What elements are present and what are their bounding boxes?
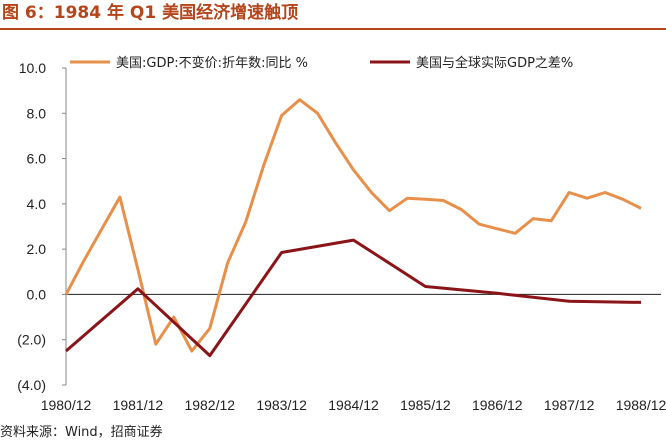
y-tick-label: 8.0 [27, 105, 47, 121]
x-tick-label: 1981/12 [113, 397, 164, 413]
gdp-gap-line [65, 238, 642, 358]
x-tick-label: 1982/12 [184, 397, 235, 413]
y-tick-label: (4.0) [17, 377, 46, 393]
series-lines [64, 98, 642, 358]
source-note: 资料来源：Wind，招商证券 [0, 425, 163, 440]
legend-label-gdp-yoy: 美国:GDP:不变价:折年数:同比 % [116, 55, 308, 71]
chart-axes [62, 67, 661, 386]
x-tick-label: 1988/12 [616, 397, 666, 413]
y-tick-label: 10.0 [19, 60, 46, 76]
legend-label-gdp-gap: 美国与全球实际GDP之差% [416, 55, 573, 71]
chart-legend: 美国:GDP:不变价:折年数:同比 % 美国与全球实际GDP之差% [70, 55, 573, 71]
y-tick-label: 2.0 [27, 241, 47, 257]
y-tick-labels: 10.0 8.0 6.0 4.0 2.0 0.0 (2.0) (4.0) [17, 60, 46, 393]
title-divider [0, 28, 666, 30]
chart-title: 图 6：1984 年 Q1 美国经济增速触顶 [2, 3, 299, 23]
x-tick-label: 1980/12 [41, 397, 92, 413]
y-tick-label: 4.0 [27, 196, 47, 212]
x-tick-label: 1984/12 [328, 397, 379, 413]
y-tick-label: 6.0 [27, 151, 47, 167]
gdp-yoy-line [64, 98, 642, 353]
x-tick-label: 1986/12 [472, 397, 523, 413]
y-tick-label: (2.0) [17, 332, 46, 348]
x-tick-labels: 1980/12 1981/12 1982/12 1983/12 1984/12 1985/… [41, 397, 666, 413]
x-tick-label: 1983/12 [256, 397, 307, 413]
x-tick-label: 1985/12 [400, 397, 451, 413]
line-chart: 10.08.06.04.02.00.0(2.0)(4.0) 1980/12 198… [17, 55, 666, 413]
y-tick-label: 0.0 [27, 286, 47, 302]
x-tick-label: 1987/12 [544, 397, 595, 413]
